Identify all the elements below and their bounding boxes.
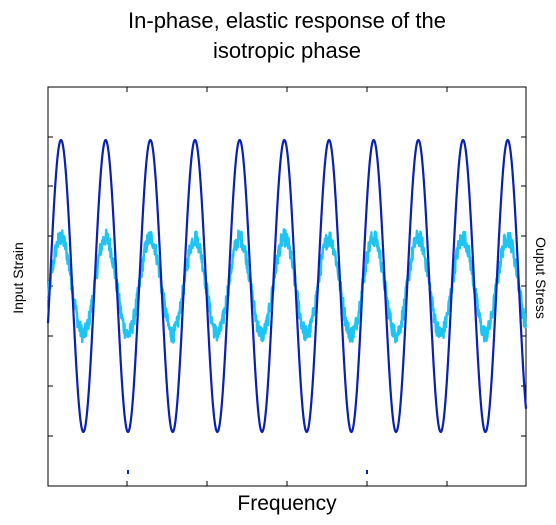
y-axis-label-right: Ouput Stress: [533, 237, 549, 319]
chart-title: In-phase, elastic response of the isotro…: [48, 6, 526, 66]
x-axis-marker-2: [366, 470, 368, 474]
series-line-2: [46, 228, 528, 344]
axis-ticks: [48, 87, 526, 486]
chart-title-line-2: isotropic phase: [213, 38, 361, 63]
series-line-1: [46, 138, 528, 434]
chart-title-line-1: In-phase, elastic response of the: [128, 8, 446, 33]
x-axis-label: Frequency: [237, 492, 337, 515]
x-axis-marker-1: [127, 470, 129, 474]
x-axis-markers: [127, 470, 368, 474]
series-layer: [46, 138, 528, 434]
y-axis-label-left: Input Strain: [10, 242, 26, 314]
